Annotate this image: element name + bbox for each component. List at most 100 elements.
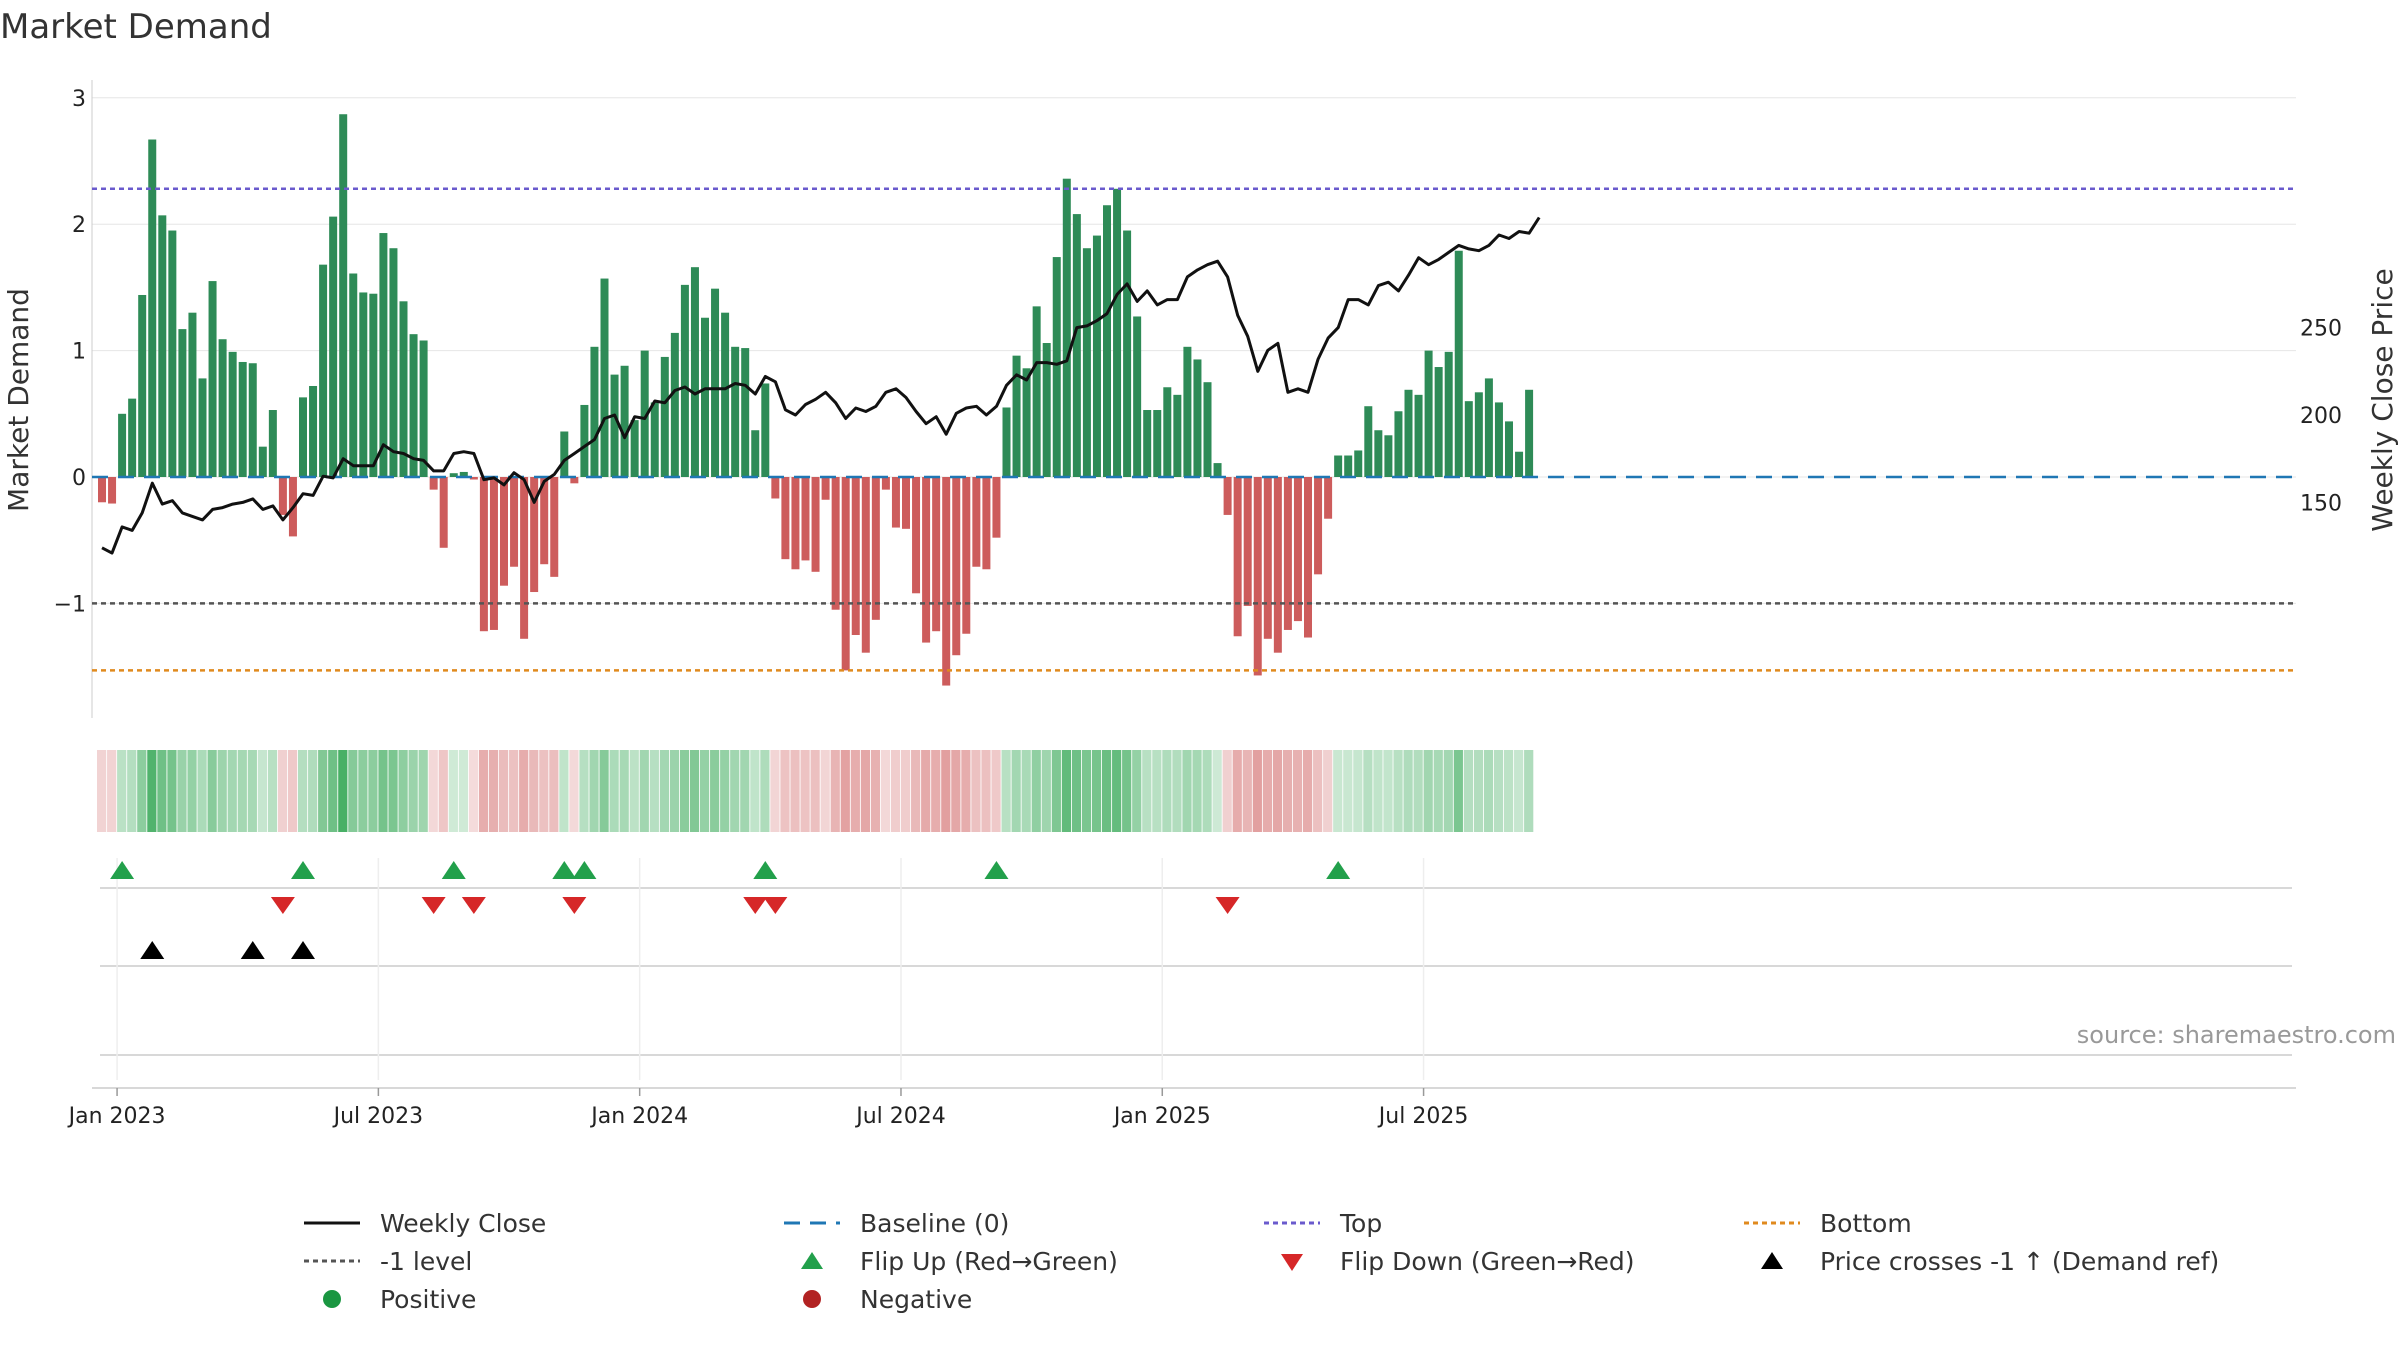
heat-cell <box>921 750 931 832</box>
legend-flip-up: Flip Up (Red→Green) <box>780 1246 1118 1276</box>
demand-bar <box>811 477 820 572</box>
heat-cell <box>1303 750 1313 832</box>
heat-cell <box>1212 750 1222 832</box>
heat-cell <box>1282 750 1293 832</box>
heat-cell <box>1232 750 1242 832</box>
demand-bar <box>319 264 328 477</box>
heat-cell <box>1071 750 1082 832</box>
legend-negative: Negative <box>780 1284 972 1314</box>
demand-bar <box>580 404 589 477</box>
heat-cell <box>800 750 810 832</box>
demand-bar <box>1052 257 1061 477</box>
demand-bar <box>369 293 378 477</box>
demand-bar <box>690 267 699 477</box>
heat-cell <box>117 750 127 832</box>
y2-tick-label: 200 <box>2300 404 2342 429</box>
legend-bottom: Bottom <box>1740 1208 1912 1238</box>
demand-bar <box>1183 346 1192 477</box>
demand-bar <box>1173 394 1182 477</box>
heat-cell <box>1292 750 1303 832</box>
legend-minus-one: -1 level <box>300 1246 472 1276</box>
demand-bar <box>871 477 880 620</box>
demand-bar <box>1525 389 1534 477</box>
demand-bar <box>329 216 338 477</box>
demand-bar <box>158 215 167 478</box>
demand-bar <box>489 477 498 630</box>
legend-weekly-close: Weekly Close <box>300 1208 546 1238</box>
y2-tick-label: 150 <box>2300 491 2342 516</box>
demand-bar <box>540 477 549 565</box>
demand-bar <box>1354 450 1363 477</box>
triangle-down-icon <box>1281 1254 1303 1271</box>
heat-cell <box>1202 750 1212 832</box>
demand-bar <box>650 402 659 477</box>
heat-cell <box>559 750 569 832</box>
heat-cell <box>1473 750 1484 832</box>
heat-cell <box>1433 750 1443 832</box>
heat-cell <box>147 750 157 832</box>
heat-cell <box>1403 750 1413 832</box>
legend-positive: Positive <box>300 1284 476 1314</box>
demand-bar <box>1404 389 1413 477</box>
heat-cell <box>438 750 448 832</box>
flip-up-marker <box>291 861 315 879</box>
demand-bar <box>128 398 137 477</box>
demand-bar <box>148 139 157 477</box>
dotted-swatch <box>1264 1221 1320 1225</box>
demand-bar <box>278 477 287 515</box>
demand-bar <box>801 477 810 561</box>
heat-cell <box>820 750 830 832</box>
y-axis-label: Market Demand <box>2 288 35 512</box>
heat-cell <box>1112 750 1122 832</box>
demand-bar <box>721 312 730 477</box>
heat-cell <box>257 750 267 832</box>
demand-bar <box>982 477 991 570</box>
demand-bar <box>841 477 850 671</box>
demand-bar <box>520 477 529 639</box>
demand-bar <box>1374 430 1383 477</box>
demand-bar <box>881 477 890 490</box>
heat-cell <box>328 750 338 832</box>
heat-cell <box>277 750 288 832</box>
heat-cell <box>850 750 860 832</box>
heat-cell <box>1483 750 1494 832</box>
demand-bar <box>1394 411 1403 477</box>
heat-cell <box>901 750 911 832</box>
y2-axis-label: Weekly Close Price <box>2366 268 2399 531</box>
heat-cell <box>840 750 850 832</box>
demand-bar <box>419 340 428 477</box>
heat-cell <box>1192 750 1202 832</box>
heat-cell <box>1463 750 1473 832</box>
heat-cell <box>1343 750 1353 832</box>
demand-bar <box>1364 406 1373 477</box>
heat-cell <box>659 750 669 832</box>
heat-cell <box>1081 750 1092 832</box>
heat-cell <box>609 750 619 832</box>
demand-bar <box>640 350 649 477</box>
heat-cell <box>1443 750 1453 832</box>
flip-down-marker <box>763 897 788 914</box>
legend-label: Negative <box>860 1284 973 1314</box>
heat-cell <box>740 750 750 832</box>
demand-bar <box>510 477 519 567</box>
demand-bar <box>459 471 468 477</box>
flip-down-marker <box>270 897 295 914</box>
circle-icon <box>323 1290 341 1308</box>
heat-cell <box>1524 750 1534 832</box>
heat-cell <box>1142 750 1152 832</box>
demand-bar <box>922 477 931 643</box>
demand-bar <box>741 348 750 477</box>
demand-bar <box>610 374 619 477</box>
legend-label: Top <box>1340 1208 1383 1238</box>
demand-bar <box>1505 421 1513 477</box>
demand-bar <box>942 477 951 686</box>
heat-cell <box>780 750 790 832</box>
demand-bar <box>1434 367 1443 477</box>
heat-cell <box>318 750 328 832</box>
heat-cell <box>1091 750 1102 832</box>
heat-cell <box>287 750 298 832</box>
demand-bar <box>1515 451 1524 477</box>
legend-label: Flip Down (Green→Red) <box>1340 1246 1635 1276</box>
x-tick-label: Jan 2023 <box>67 1104 166 1129</box>
